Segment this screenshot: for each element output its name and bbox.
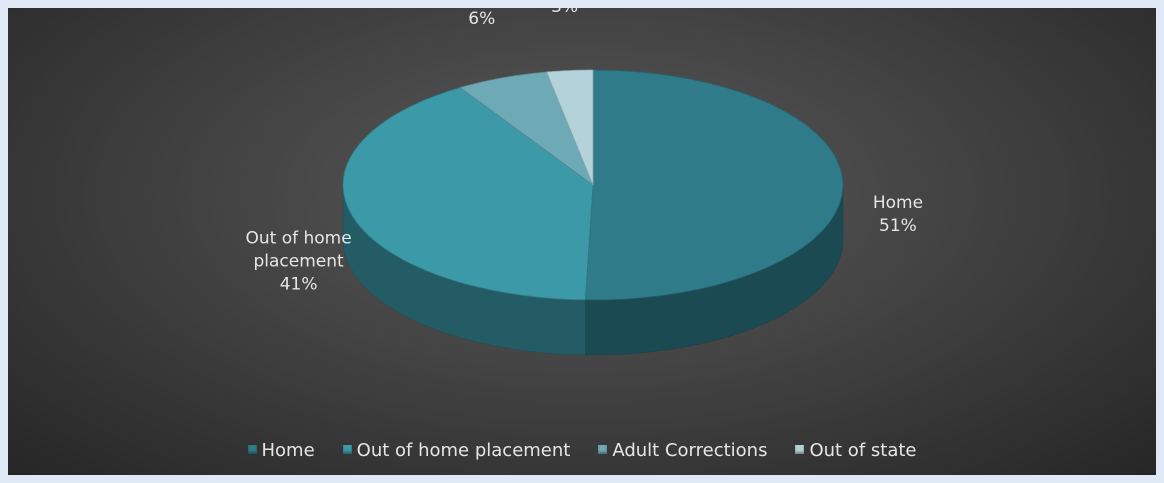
legend-label: Adult Corrections [612, 440, 768, 461]
slice [584, 69, 844, 301]
data-label: Home 51% [818, 192, 978, 238]
legend-item: Adult Corrections [598, 440, 767, 461]
data-label: Out of home placement 41% [219, 228, 379, 297]
legend-swatch [247, 445, 257, 454]
chart: Home Out of home placement Adult Correctio… [8, 8, 1156, 475]
pie-plot [342, 69, 844, 356]
legend-swatch [598, 445, 608, 454]
legend-swatch [795, 445, 805, 454]
legend-label: Home [261, 440, 315, 461]
slice [546, 69, 594, 186]
legend-item: Home [247, 440, 315, 461]
legend: Home Out of home placement Adult Correctio… [8, 440, 1156, 461]
slice [342, 87, 594, 301]
data-label: Adult Corrections6% [402, 8, 562, 31]
value-label: 51% [879, 216, 917, 237]
category-label: Out of home placement [245, 228, 352, 272]
data-label: Out of state3% [485, 8, 645, 19]
category-label: Home [872, 193, 924, 214]
value-label: 3% [485, 8, 645, 19]
slice [459, 71, 594, 187]
legend-item: Out of home placement [342, 440, 571, 461]
legend-label: Out of home placement [356, 440, 571, 461]
legend-item: Out of state [795, 440, 916, 461]
legend-label: Out of state [809, 440, 917, 461]
value-label: 6% [468, 9, 496, 30]
legend-swatch [342, 445, 352, 454]
value-label: 41% [279, 274, 318, 295]
